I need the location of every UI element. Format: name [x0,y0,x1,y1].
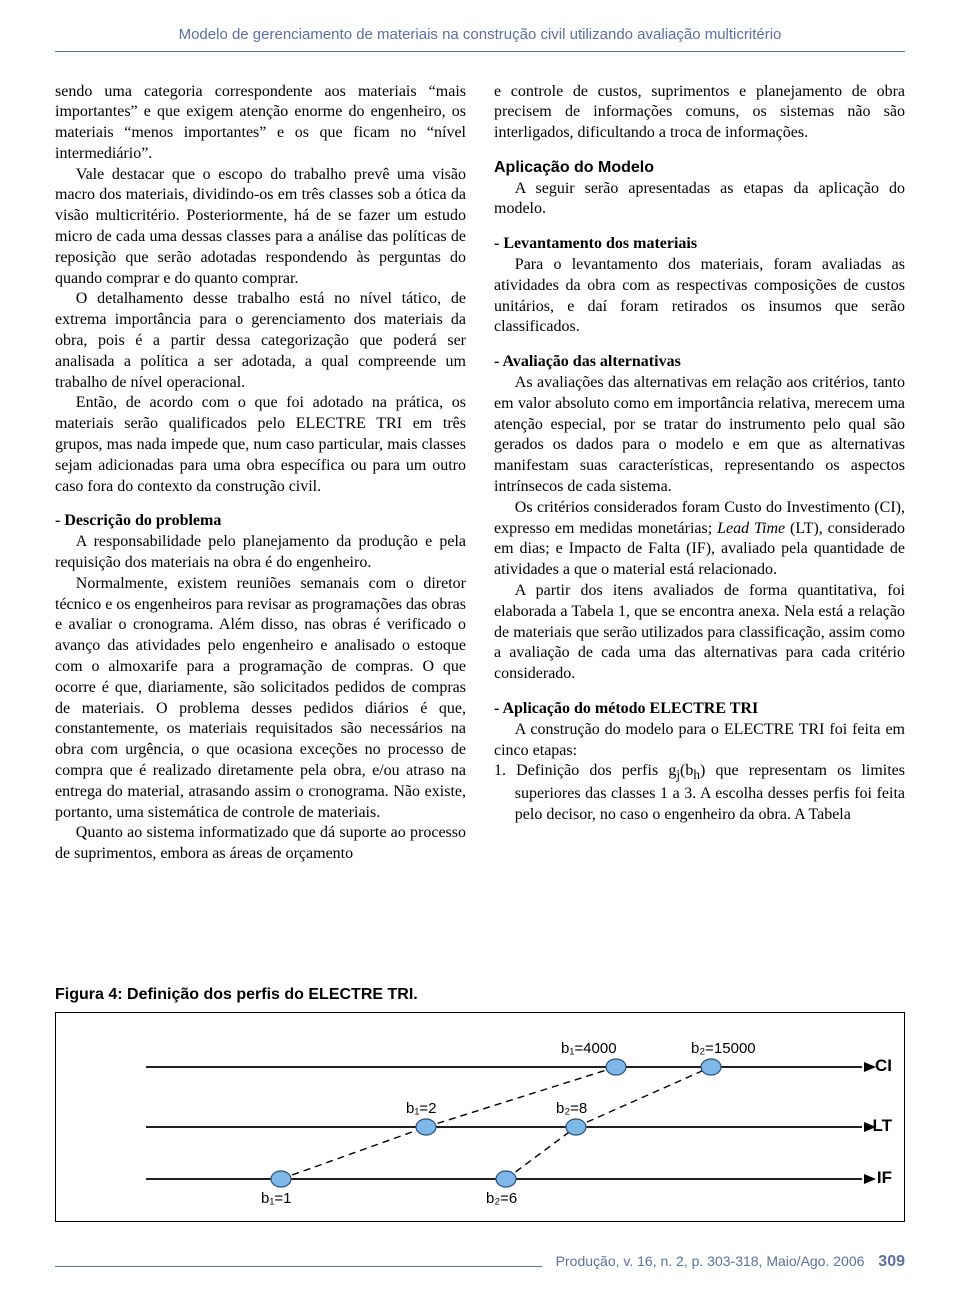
axis-label-lt: LT [872,1115,892,1137]
para: Então, de acordo com o que foi adotado n… [55,393,466,497]
label-b1-2: b₁=2 [406,1099,437,1119]
body-columns: sendo uma categoria correspondente aos m… [55,82,905,865]
label-b2-8: b₂=8 [556,1099,587,1119]
para: Normalmente, existem reuniões semanais c… [55,574,466,824]
axis-label-if: IF [877,1167,892,1189]
para: As avaliações das alternativas em relaçã… [494,373,905,498]
running-head: Modelo de gerenciamento de materiais na … [55,25,905,45]
para: Quanto ao sistema informatizado que dá s… [55,823,466,865]
figure-4-svg [56,1013,904,1223]
footer-text: Produção, v. 16, n. 2, p. 303-318, Maio/… [556,1252,905,1273]
page-number: 309 [878,1253,905,1270]
list-item-1: 1. Definição dos perfis gj(bh) que repre… [494,761,905,825]
figure-4-caption: Figura 4: Definição dos perfis do ELECTR… [55,985,905,1006]
para: e controle de custos, suprimentos e plan… [494,82,905,144]
figure-4: b₁=4000 b₂=15000 b₁=2 b₂=8 b₁=1 b₂=6 CI … [55,1012,905,1222]
para: A partir dos itens avaliados de forma qu… [494,581,905,685]
label-b2-6: b₂=6 [486,1189,517,1209]
page-footer: Produção, v. 16, n. 2, p. 303-318, Maio/… [55,1252,905,1273]
label-b1-4000: b₁=4000 [561,1039,617,1059]
journal-ref: Produção, v. 16, n. 2, p. 303-318, Maio/… [556,1253,865,1269]
axis-label-ci: CI [875,1055,892,1077]
subhead-descricao: - Descrição do problema [55,511,466,532]
subhead-electre: - Aplicação do método ELECTRE TRI [494,699,905,720]
subhead-levantamento: - Levantamento dos materiais [494,234,905,255]
subhead-avaliacao: - Avaliação das alternativas [494,352,905,373]
para: Os critérios considerados foram Custo do… [494,498,905,581]
top-rule [55,51,905,52]
para: sendo uma categoria correspondente aos m… [55,82,466,165]
label-b1-1: b₁=1 [261,1189,292,1209]
para: A responsabilidade pelo planejamento da … [55,532,466,574]
para: Vale destacar que o escopo do trabalho p… [55,165,466,290]
label-b2-15000: b₂=15000 [691,1039,756,1059]
footer-rule [55,1266,542,1267]
section-aplicacao-modelo: Aplicação do Modelo [494,158,905,179]
para: O detalhamento desse trabalho está no ní… [55,289,466,393]
para: Para o levantamento dos materiais, foram… [494,255,905,338]
para: A seguir serão apresentadas as etapas da… [494,179,905,221]
para: A construção do modelo para o ELECTRE TR… [494,720,905,762]
